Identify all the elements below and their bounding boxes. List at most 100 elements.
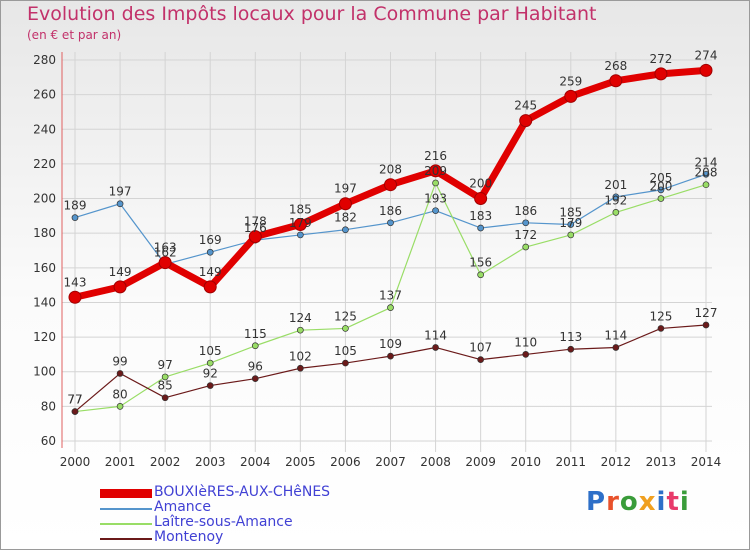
y-tick-label: 100 — [33, 365, 56, 379]
x-tick-label: 2014 — [691, 455, 722, 469]
data-label: 182 — [334, 211, 357, 225]
legend-label: Laître-sous-Amance — [154, 514, 293, 530]
data-point — [477, 224, 484, 232]
chart-subtitle: (en € et par an) — [27, 28, 122, 42]
data-point — [251, 375, 259, 383]
legend-swatch — [100, 522, 152, 525]
data-point — [338, 197, 352, 211]
data-label: 114 — [604, 328, 627, 342]
data-point — [567, 345, 575, 353]
legend-swatch — [100, 537, 152, 540]
logo-letter: i — [656, 487, 667, 517]
data-label: 197 — [334, 182, 357, 196]
data-label: 259 — [559, 74, 582, 88]
data-label: 162 — [154, 245, 177, 259]
data-point — [657, 195, 665, 202]
data-point — [71, 408, 79, 415]
data-point — [432, 179, 439, 187]
data-point — [384, 178, 397, 192]
data-point — [519, 114, 533, 128]
data-point — [522, 219, 530, 227]
data-label: 80 — [112, 387, 127, 401]
data-label: 149 — [109, 265, 132, 279]
data-label: 245 — [514, 99, 537, 113]
data-point — [702, 181, 710, 189]
x-tick-label: 2008 — [420, 455, 451, 469]
data-label: 113 — [559, 330, 582, 344]
data-label: 156 — [469, 256, 492, 270]
data-point — [699, 63, 713, 77]
data-point — [477, 356, 484, 363]
y-tick-label: 120 — [33, 330, 56, 344]
x-tick-label: 2010 — [510, 455, 541, 469]
data-label: 178 — [244, 215, 267, 229]
data-label: 149 — [199, 265, 222, 279]
data-label: 77 — [67, 393, 82, 407]
data-label: 209 — [424, 164, 447, 178]
logo-letter: o — [619, 487, 639, 517]
data-point — [567, 221, 575, 228]
data-point — [161, 394, 169, 402]
data-label: 110 — [514, 335, 537, 349]
data-point — [158, 256, 172, 270]
data-label: 274 — [695, 48, 718, 62]
data-label: 216 — [424, 149, 447, 163]
logo-letter: i — [679, 487, 690, 517]
data-label: 77 — [67, 393, 82, 407]
y-tick-label: 160 — [33, 261, 56, 275]
data-label: 185 — [289, 203, 312, 217]
x-tick-label: 2006 — [330, 455, 361, 469]
data-point — [116, 200, 124, 208]
x-tick-label: 2012 — [601, 455, 632, 469]
data-label: 169 — [199, 233, 222, 247]
proxiti-logo: Proxiti — [586, 487, 690, 517]
data-label: 115 — [244, 327, 267, 341]
data-label: 186 — [514, 204, 537, 218]
data-point — [68, 290, 82, 304]
data-point — [203, 280, 217, 294]
data-point — [71, 214, 79, 221]
data-label: 179 — [559, 216, 582, 230]
data-label: 107 — [469, 341, 492, 355]
data-point — [116, 403, 124, 410]
data-point — [567, 231, 575, 239]
data-point — [657, 325, 665, 332]
data-label: 205 — [649, 171, 672, 185]
data-point — [612, 344, 620, 351]
x-tick-label: 2000 — [60, 455, 91, 469]
data-label: 193 — [424, 192, 447, 206]
y-tick-label: 220 — [33, 157, 56, 171]
data-point — [477, 271, 484, 279]
data-label: 200 — [649, 180, 672, 194]
chart-title: Evolution des Impôts locaux pour la Comm… — [27, 3, 597, 25]
data-label: 137 — [379, 289, 402, 303]
y-tick-label: 80 — [41, 399, 56, 413]
data-point — [522, 351, 530, 358]
data-label: 272 — [649, 52, 672, 66]
data-point — [432, 344, 439, 351]
data-label: 97 — [158, 358, 173, 372]
data-label: 105 — [334, 344, 357, 358]
x-tick-label: 2002 — [150, 455, 181, 469]
data-point — [342, 325, 349, 332]
data-point — [702, 321, 710, 329]
data-point — [248, 230, 262, 244]
data-label: 214 — [695, 155, 718, 169]
data-point — [206, 359, 214, 367]
data-label: 127 — [695, 306, 718, 320]
y-tick-label: 260 — [33, 88, 56, 102]
data-point — [657, 186, 665, 194]
x-tick-label: 2001 — [105, 455, 136, 469]
data-point — [297, 231, 304, 239]
data-label: 192 — [604, 193, 627, 207]
data-point — [206, 382, 214, 389]
data-point — [293, 218, 307, 232]
x-tick-label: 2011 — [556, 455, 587, 469]
data-label: 183 — [469, 209, 492, 223]
legend-swatch — [100, 507, 152, 510]
data-label: 92 — [203, 367, 218, 381]
x-tick-label: 2013 — [646, 455, 677, 469]
data-point — [251, 342, 259, 350]
data-label: 143 — [64, 275, 87, 289]
legend-swatch — [100, 489, 152, 498]
